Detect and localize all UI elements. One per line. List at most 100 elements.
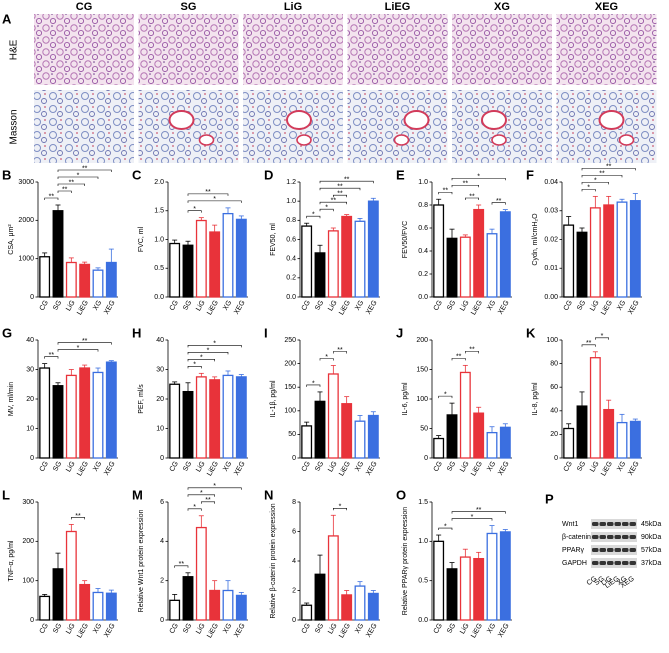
significance-bracket	[57, 190, 72, 193]
vessel	[491, 134, 507, 146]
y-tick-label: 0.8	[286, 217, 296, 224]
y-tick-label: 4	[292, 558, 296, 565]
y-tick-label: 0.0	[154, 294, 164, 301]
y-axis-label: CSA, μm²	[8, 224, 15, 255]
significance-bracket	[333, 351, 347, 354]
airway	[403, 110, 430, 130]
significance-label: **	[82, 165, 88, 172]
significance-label: *	[77, 345, 80, 352]
bar	[65, 261, 77, 298]
lane-label: XG	[616, 575, 628, 587]
significance-bracket	[451, 511, 506, 514]
bar	[433, 437, 445, 459]
x-tick-label: LiEG	[206, 299, 220, 316]
y-axis-label: Relative β-catenin protein expression	[270, 503, 277, 618]
y-tick-label: 1.5	[418, 499, 428, 506]
y-tick-label: 20	[550, 431, 558, 438]
bar	[79, 583, 91, 621]
x-tick-label: XG	[486, 299, 497, 311]
y-tick-label: 60	[550, 384, 558, 391]
bar	[616, 201, 628, 298]
he-image	[243, 14, 343, 85]
x-tick-label: XG	[92, 622, 103, 634]
x-tick-label: LiG	[589, 460, 601, 473]
bar	[105, 361, 117, 459]
significance-label: *	[193, 362, 196, 369]
bar	[235, 218, 247, 298]
band	[629, 548, 636, 552]
x-tick-label: XG	[616, 460, 627, 472]
significance-bracket	[451, 177, 506, 181]
bar	[459, 236, 471, 298]
x-tick-label: SG	[314, 460, 325, 472]
significance-label: *	[477, 174, 480, 181]
bar	[182, 390, 194, 459]
panel-label: A	[2, 11, 12, 26]
x-tick-label: XG	[92, 460, 103, 472]
y-tick-label: 30	[26, 366, 34, 373]
significance-label: *	[213, 341, 216, 348]
bar	[52, 568, 64, 621]
y-tick-label: 4	[160, 538, 164, 545]
panel-label: N	[264, 487, 273, 502]
significance-bracket	[581, 189, 596, 192]
x-tick-label: CG	[39, 460, 50, 473]
x-tick-label: LiEG	[206, 622, 220, 639]
x-tick-label: XEG	[497, 460, 510, 476]
x-tick-label: LiEG	[470, 460, 484, 477]
he-image	[347, 14, 448, 85]
size-label: 57kDa	[641, 547, 661, 554]
significance-label: *	[339, 504, 342, 511]
y-tick-label: 250	[284, 337, 296, 344]
x-tick-label: SG	[446, 622, 457, 634]
significance-label: *	[587, 185, 590, 192]
bar	[486, 532, 498, 621]
y-tick-label: 0.00	[544, 294, 558, 301]
x-tick-label: LiG	[195, 460, 207, 473]
y-tick-label: 20	[156, 396, 164, 403]
he-image	[138, 14, 239, 85]
x-tick-label: XEG	[627, 460, 640, 476]
x-tick-label: LiG	[327, 622, 339, 635]
airway	[168, 110, 195, 130]
y-tick-label: 0.0	[418, 617, 428, 624]
y-axis-label: IL-6, pg/ml	[402, 382, 409, 416]
significance-label: **	[344, 177, 350, 184]
y-tick-label: 0	[30, 294, 34, 301]
significance-label: **	[599, 171, 605, 178]
column-header: CG	[76, 1, 93, 13]
y-tick-label: 2.0	[154, 179, 164, 186]
y-tick-label: 0.5	[418, 578, 428, 585]
panel-label: L	[2, 487, 10, 502]
band	[599, 535, 606, 539]
significance-label: *	[312, 212, 315, 219]
significance-label: **	[69, 179, 75, 186]
bar	[92, 269, 104, 298]
protein-label: β-catenin	[562, 534, 591, 541]
band	[622, 561, 629, 565]
bar	[195, 526, 207, 621]
x-tick-label: CG	[301, 460, 312, 473]
size-label: 37kDa	[641, 560, 661, 567]
bar	[222, 212, 234, 298]
bar	[195, 219, 207, 298]
significance-bracket	[187, 366, 202, 369]
significance-bracket	[174, 565, 189, 568]
x-tick-label: XEG	[233, 622, 246, 638]
y-axis-label: PEF, ml/s	[138, 384, 145, 414]
y-tick-label: 3000	[18, 179, 34, 186]
y-tick-label: 40	[550, 408, 558, 415]
lane-label: SG	[593, 575, 605, 587]
y-tick-label: 1.0	[154, 236, 164, 243]
y-tick-label: 100	[284, 408, 296, 415]
bar	[563, 224, 575, 298]
bar	[301, 225, 313, 298]
significance-label: **	[75, 513, 81, 520]
x-tick-label: SG	[314, 299, 325, 311]
significance-label: **	[62, 186, 68, 193]
panel-label: D	[264, 167, 273, 182]
blot-strip	[591, 532, 637, 542]
significance-bracket	[438, 191, 453, 195]
significance-label: *	[312, 380, 315, 387]
